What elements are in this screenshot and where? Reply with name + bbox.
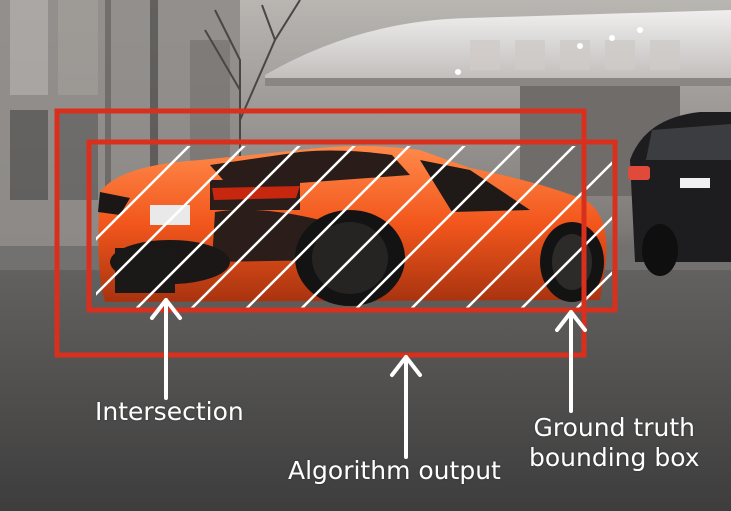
algorithm-output-label: Algorithm output bbox=[288, 456, 501, 485]
suv bbox=[628, 112, 731, 276]
ground-truth-label-line2: bounding box bbox=[529, 443, 700, 472]
intersection-label: Intersection bbox=[95, 397, 244, 426]
algorithm-output-box bbox=[54, 108, 587, 358]
ground-truth-label-line1: Ground truth bbox=[533, 413, 695, 442]
ground-truth-arrow bbox=[555, 310, 587, 413]
intersection-hatch bbox=[96, 146, 612, 310]
ground-truth-box bbox=[86, 139, 618, 313]
ground-truth-label: Ground truth bounding box bbox=[529, 413, 700, 473]
intersection-arrow bbox=[150, 298, 182, 400]
algorithm-output-arrow bbox=[390, 355, 422, 459]
